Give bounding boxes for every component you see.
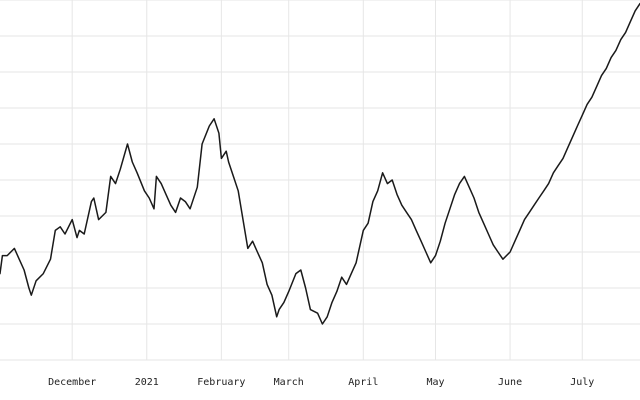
x-tick-label-4: April	[348, 377, 378, 388]
x-tick-label-3: March	[274, 377, 304, 388]
x-tick-label-5: May	[426, 377, 444, 388]
x-tick-label-6: June	[498, 377, 522, 388]
x-tick-label-0: December	[48, 377, 96, 388]
x-tick-label-1: 2021	[135, 377, 159, 388]
x-tick-label-2: February	[197, 377, 245, 388]
price-series-line	[0, 2, 640, 325]
x-tick-label-7: July	[570, 377, 594, 388]
chart-grid	[0, 0, 640, 361]
x-axis-tick-labels: December 2021 February March April May June Jul…	[48, 377, 594, 388]
